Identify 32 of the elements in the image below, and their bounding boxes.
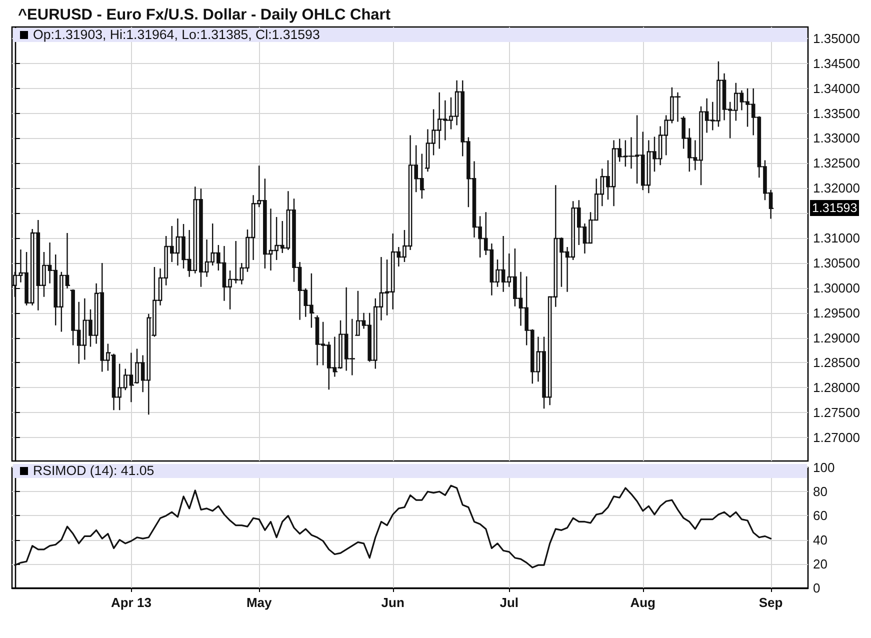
y-tick-label: 100 [813, 460, 835, 475]
y-tick-label: 1.28500 [813, 355, 860, 370]
y-tick-label: 40 [813, 532, 828, 548]
y-tick-label: 1.27500 [813, 405, 860, 420]
y-tick-label: 80 [813, 484, 828, 500]
y-tick-label: 1.35000 [813, 30, 860, 46]
y-tick-label: 1.32000 [813, 180, 860, 196]
x-tick-label: Sep [758, 595, 783, 610]
x-tick-label: Jun [381, 595, 404, 610]
chart-title: ^EURUSD - Euro Fx/U.S. Dollar - Daily OHLC Chart [18, 6, 390, 24]
y-tick-label: 0 [813, 580, 820, 596]
y-tick-label: 60 [813, 508, 828, 524]
text: 1.31593 [810, 200, 860, 216]
chart-title: RSIMOD (14): 41.05 [33, 463, 154, 478]
x-tick-label: May [246, 595, 273, 610]
y-tick-label: 20 [813, 556, 828, 572]
y-tick-label: 1.27000 [813, 430, 860, 446]
y-tick-label: 1.29000 [813, 330, 860, 346]
y-tick-label: 1.34500 [813, 56, 860, 71]
y-tick-label: 1.34000 [813, 80, 860, 96]
y-tick-label: 1.28000 [813, 380, 860, 396]
y-tick-label: 1.32500 [813, 156, 860, 171]
y-tick-label: 1.33000 [813, 130, 860, 146]
y-tick-label: 1.33500 [813, 106, 860, 121]
y-tick-label: 1.31000 [813, 230, 860, 246]
y-tick-label: 1.30000 [813, 280, 860, 296]
y-tick-label: 1.30500 [813, 255, 860, 270]
y-tick-label: 1.29500 [813, 305, 860, 320]
x-tick-label: Jul [500, 595, 519, 610]
x-tick-label: Aug [630, 595, 656, 610]
chart-subtitle: Op:1.31903, Hi:1.31964, Lo:1.31385, Cl:1.31593 [33, 27, 320, 42]
x-tick-label: Apr 13 [110, 595, 152, 610]
